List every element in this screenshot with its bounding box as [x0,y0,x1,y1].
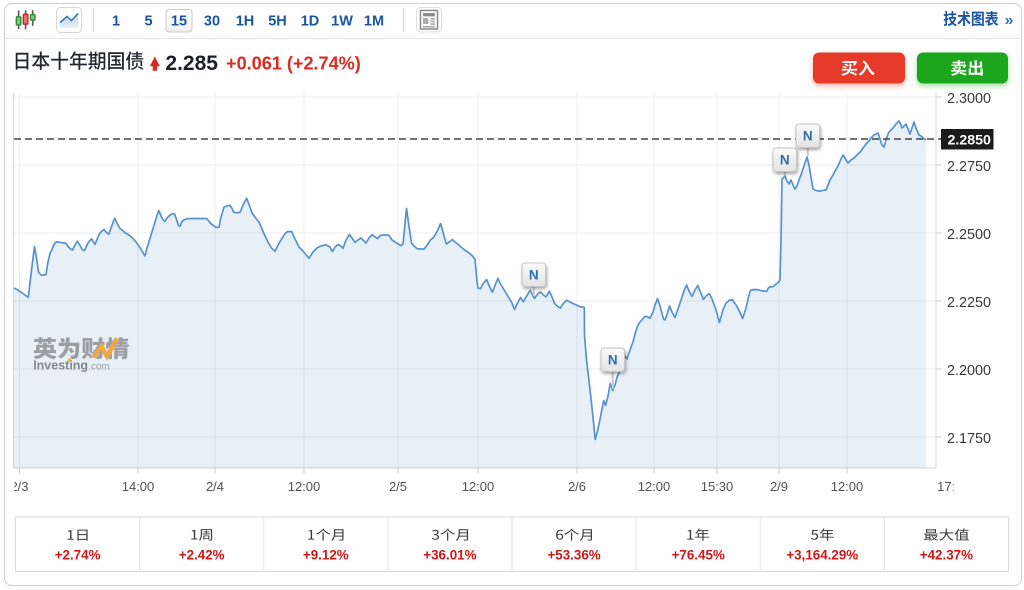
svg-text:+53.36%: +53.36% [547,548,600,563]
svg-text:2/5: 2/5 [389,479,407,494]
svg-text:5H: 5H [268,14,287,30]
svg-text:15:30: 15:30 [701,479,734,494]
svg-text:2.2850: 2.2850 [948,132,992,148]
svg-text:2.3000: 2.3000 [947,91,991,107]
svg-text:12:00: 12:00 [288,479,321,494]
svg-text:15: 15 [171,14,187,30]
svg-text:+42.37%: +42.37% [920,548,973,563]
svg-text:+9.12%: +9.12% [303,548,349,563]
svg-text:+2.42%: +2.42% [179,548,225,563]
svg-text:+36.01%: +36.01% [423,548,476,563]
svg-text:+3,164.29%: +3,164.29% [786,548,858,563]
svg-text:2/4: 2/4 [206,479,224,494]
svg-text:1D: 1D [301,14,320,30]
svg-text:12:00: 12:00 [462,479,495,494]
svg-text:5: 5 [144,14,152,30]
svg-text:2/3: 2/3 [10,479,28,494]
svg-text:2.2250: 2.2250 [947,295,991,311]
svg-text:1H: 1H [236,14,255,30]
svg-text:N: N [529,268,539,283]
svg-text:2.285: 2.285 [165,52,218,75]
svg-text:+2.74%: +2.74% [55,548,101,563]
svg-text:+0.061 (+2.74%): +0.061 (+2.74%) [226,53,361,73]
svg-text:+76.45%: +76.45% [672,548,725,563]
svg-text:12:00: 12:00 [831,479,864,494]
svg-text:2.2500: 2.2500 [947,227,991,243]
svg-text:14:00: 14:00 [122,479,155,494]
svg-text:N: N [608,353,618,368]
svg-text:2.2750: 2.2750 [947,159,991,175]
svg-text:2/6: 2/6 [568,479,586,494]
svg-text:30: 30 [204,14,220,30]
svg-text:Investing.com: Investing.com [33,358,110,372]
svg-text:N: N [780,153,790,168]
svg-text:N: N [803,129,813,144]
svg-text:1W: 1W [331,14,353,30]
svg-text:12:00: 12:00 [638,479,671,494]
svg-text:17:00: 17:00 [937,479,970,494]
svg-text:1M: 1M [364,14,384,30]
svg-text:2.2000: 2.2000 [947,363,991,379]
svg-text:1: 1 [112,14,120,30]
svg-text:2/9: 2/9 [770,479,788,494]
svg-text:»: » [1005,12,1014,29]
svg-text:2.1750: 2.1750 [947,431,991,447]
